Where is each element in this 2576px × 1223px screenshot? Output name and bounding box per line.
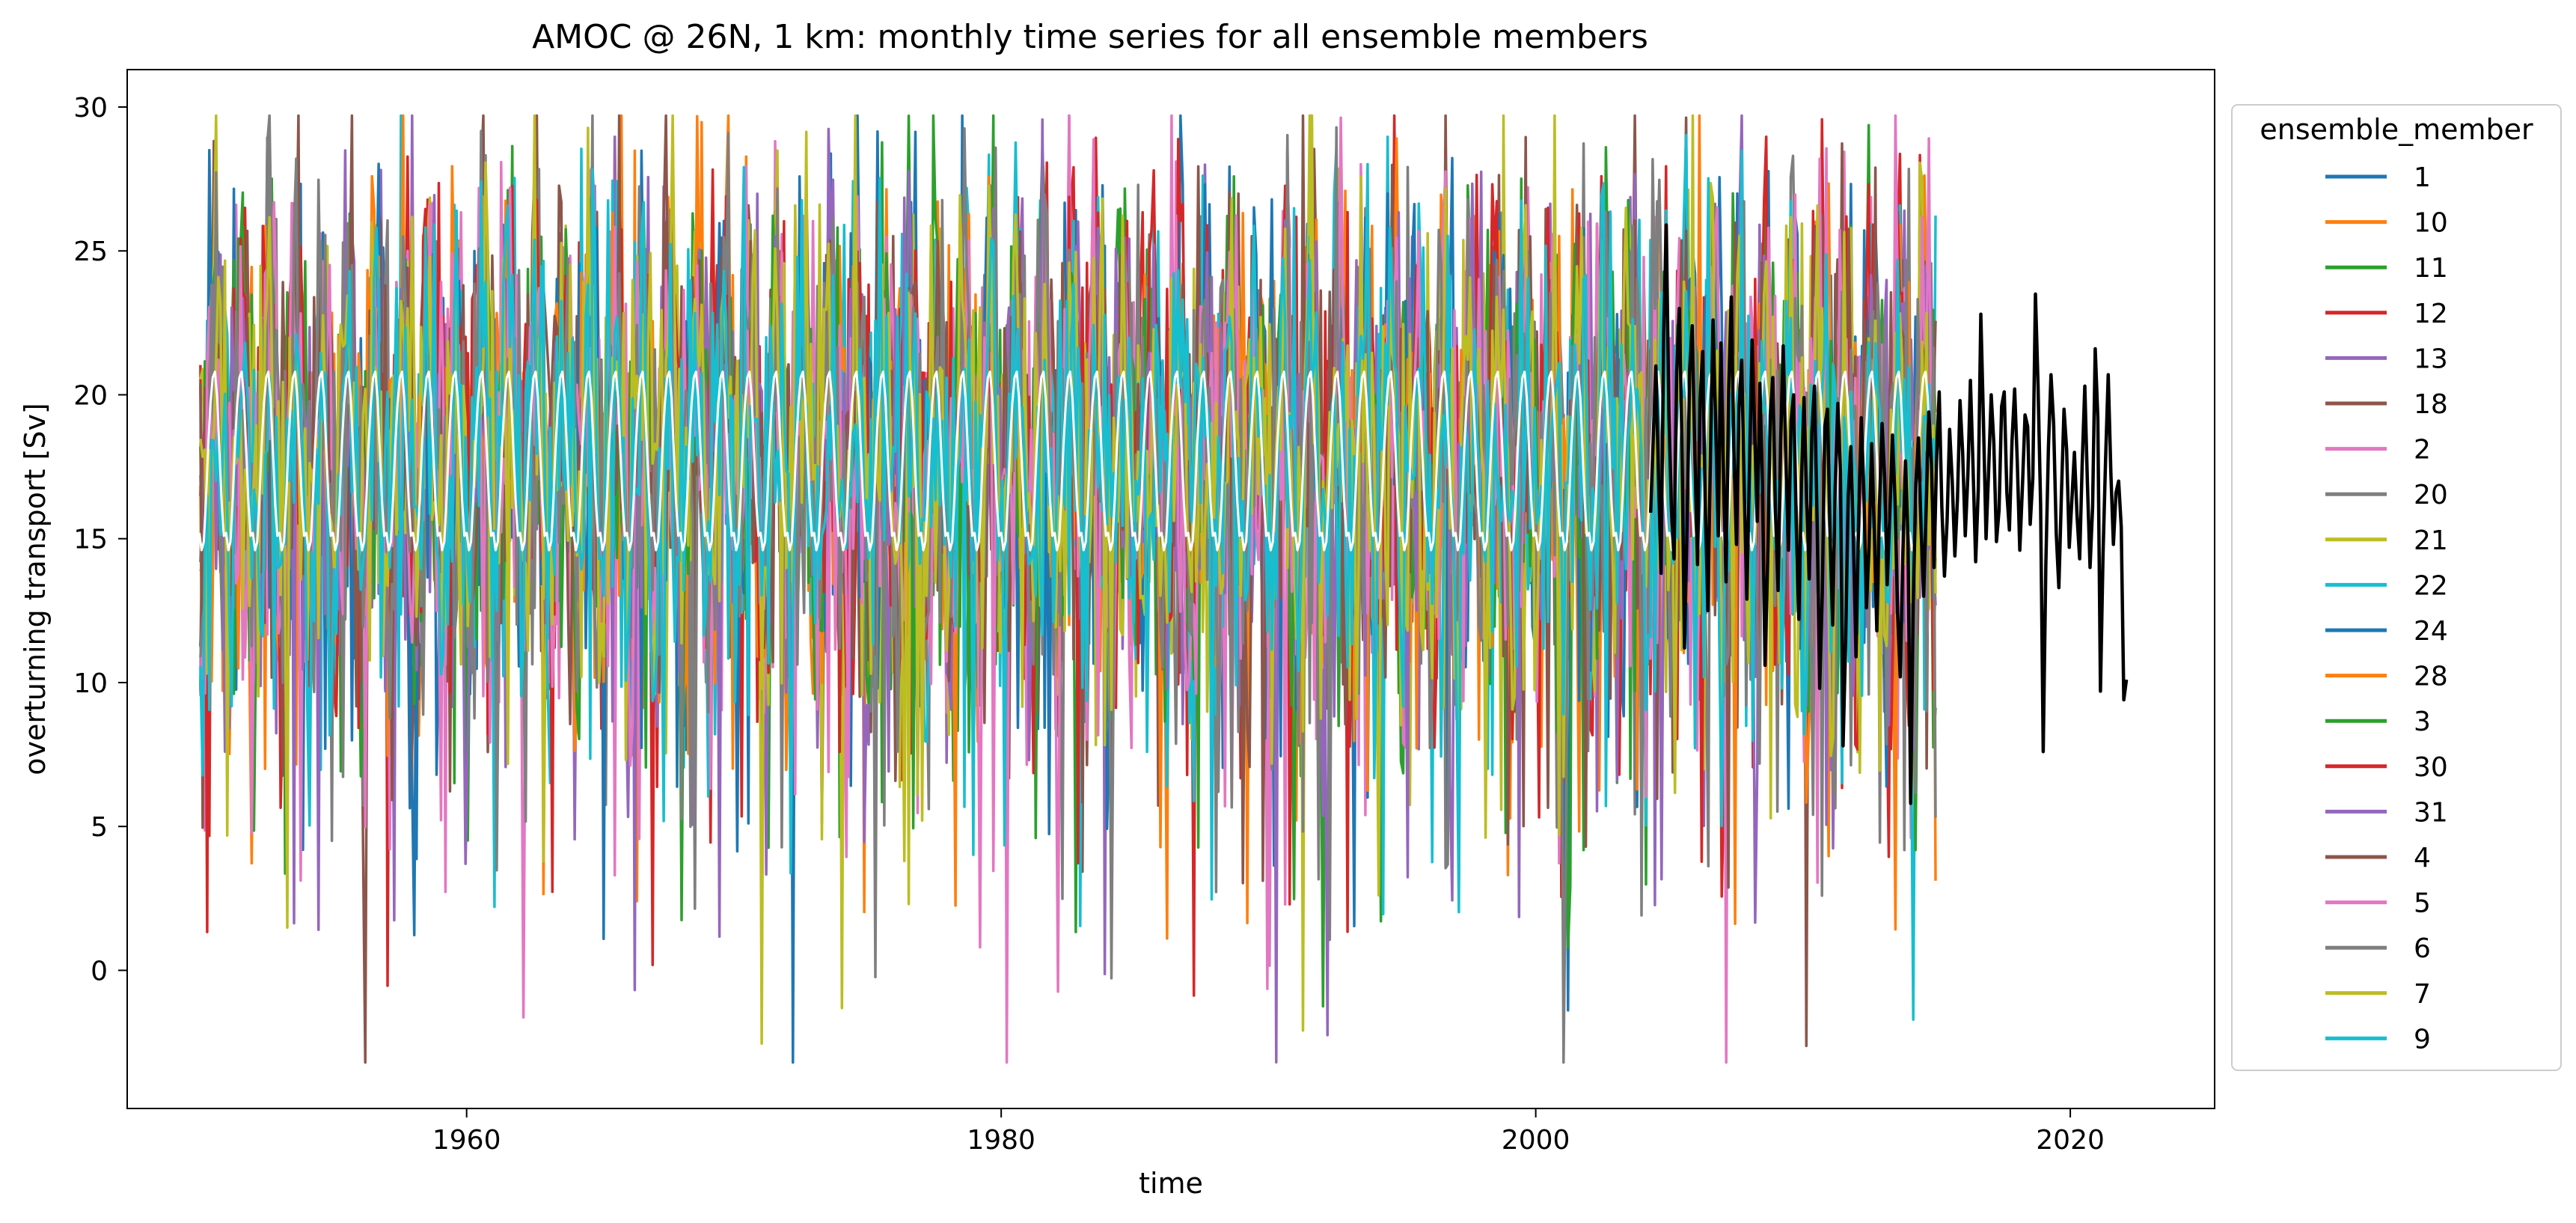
legend-entries: 1 10 11 12 13 18 2 20 21 22 24 28 3 30 31 4 5 6 7 9 (2325, 162, 2448, 1055)
legend-label-18: 18 (2414, 389, 2448, 420)
legend-label-20: 20 (2414, 480, 2448, 510)
plot-frame (126, 69, 2215, 1109)
chart-title: AMOC @ 26N, 1 km: monthly time series fo… (532, 18, 1648, 56)
legend-label-7: 7 (2414, 979, 2431, 1010)
legend-label-28: 28 (2414, 662, 2448, 692)
y-tick-label: 5 (91, 812, 108, 843)
legend-label-11: 11 (2414, 253, 2448, 284)
climatology-layer (198, 370, 1938, 552)
legend-title: ensemble_member (2260, 113, 2533, 146)
legend-label-10: 10 (2414, 208, 2448, 239)
y-tick-label: 30 (73, 93, 108, 123)
y-tick-label: 0 (91, 956, 108, 986)
legend-label-31: 31 (2414, 797, 2448, 828)
plot-area (126, 69, 2215, 1109)
y-tick-label: 20 (73, 380, 108, 411)
x-tick-label: 2000 (1502, 1125, 1570, 1156)
x-axis: 1960 1980 2000 2020 (432, 1108, 2105, 1156)
legend-label-12: 12 (2414, 299, 2448, 329)
y-tick-label: 15 (73, 525, 108, 555)
y-tick-label: 10 (73, 668, 108, 699)
legend-label-2: 2 (2414, 435, 2431, 466)
legend-label-30: 30 (2414, 752, 2448, 783)
x-tick-label: 1980 (967, 1125, 1035, 1156)
legend-label-1: 1 (2414, 162, 2431, 193)
legend-label-9: 9 (2414, 1024, 2431, 1055)
y-axis-label: overturning transport [Sv] (19, 403, 52, 775)
legend-label-13: 13 (2414, 344, 2448, 374)
y-axis: 0 5 10 15 20 25 30 (73, 93, 127, 986)
observation-layer (1648, 223, 2129, 805)
climatology-line (198, 370, 1938, 552)
x-tick-label: 1960 (432, 1125, 501, 1156)
legend-label-6: 6 (2414, 933, 2431, 964)
legend-label-21: 21 (2414, 525, 2448, 556)
x-axis-label: time (1139, 1167, 1203, 1200)
y-tick-label: 25 (73, 237, 108, 267)
legend-label-4: 4 (2414, 843, 2431, 873)
series-layer (199, 114, 1937, 1064)
legend: ensemble_member 1 10 11 12 13 18 2 20 21 22 24 28 3 3… (2231, 104, 2562, 1071)
x-tick-label: 2020 (2036, 1125, 2105, 1156)
legend-frame (2231, 104, 2562, 1071)
legend-label-24: 24 (2414, 616, 2448, 647)
observation-line (1648, 223, 2129, 805)
series-line-9 (199, 162, 1937, 914)
legend-label-5: 5 (2414, 888, 2431, 919)
legend-label-3: 3 (2414, 707, 2431, 737)
legend-label-22: 22 (2414, 570, 2448, 601)
